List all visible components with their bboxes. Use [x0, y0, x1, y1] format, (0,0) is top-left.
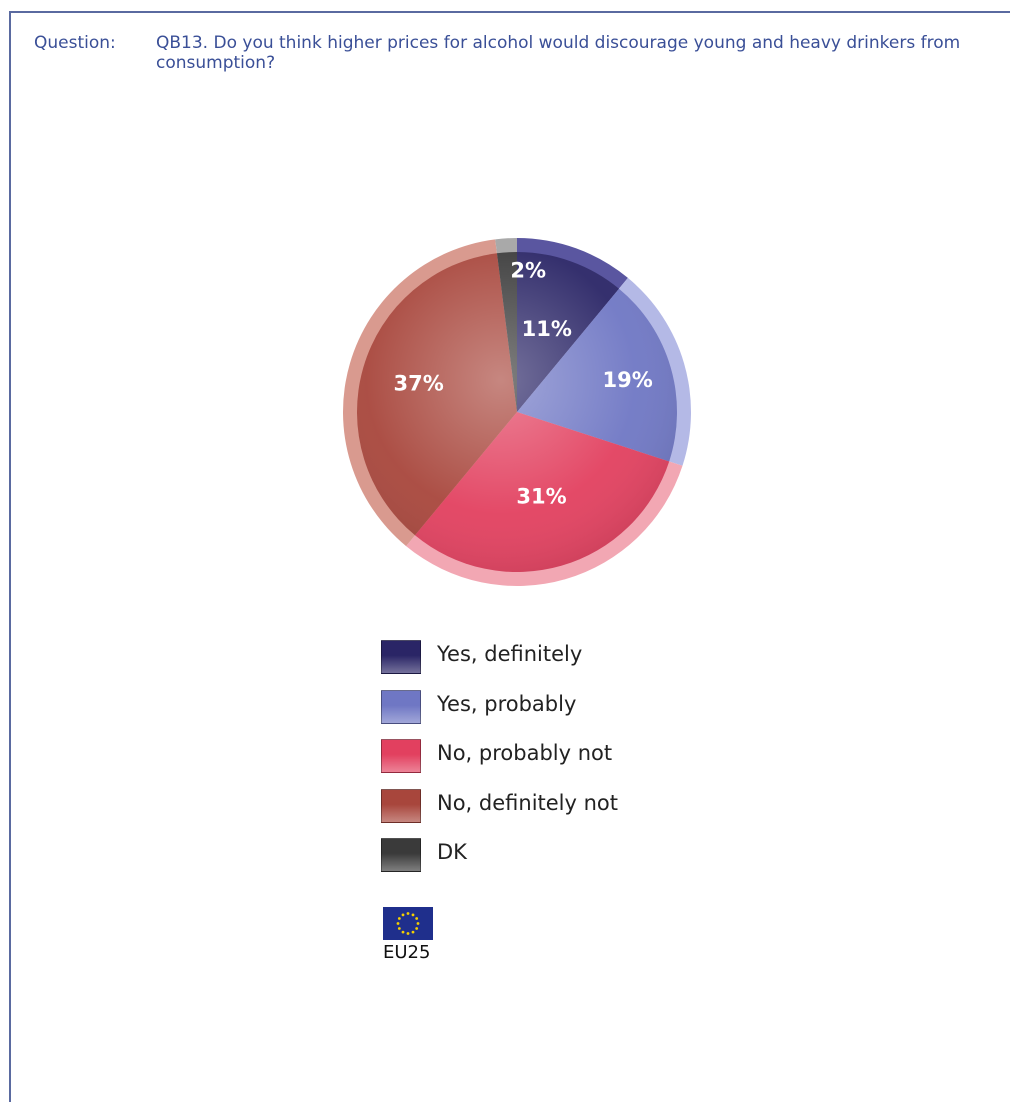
legend-label-no-probably-not: No, probably not	[437, 741, 613, 765]
eu-flag-star	[411, 913, 415, 917]
eu-flag-star	[401, 913, 405, 917]
legend-swatch-no-definitely-not	[381, 788, 421, 823]
region-label: EU25	[383, 942, 431, 963]
legend-swatch-yes-definitely	[381, 640, 421, 674]
eu-flag-star	[416, 922, 420, 925]
legend-label-no-definitely-not: No, definitely not	[437, 790, 619, 815]
legend-swatch-yes-probably	[381, 689, 421, 724]
eu-flag-star	[401, 930, 405, 934]
eu-flag-star	[406, 912, 410, 915]
eu-flag-star	[397, 927, 401, 930]
chart-frame	[9, 11, 1010, 1102]
legend-swatch-dk	[381, 838, 421, 872]
pie-label-yes-definitely: 11%	[522, 317, 572, 341]
pie-slices	[357, 252, 677, 572]
pie-label-yes-probably: 19%	[602, 368, 652, 392]
pie-label-no-probably-not: 31%	[516, 485, 566, 509]
eu-flag-star	[397, 917, 401, 920]
eu-flag-star	[396, 922, 400, 925]
eu-flag-star	[415, 917, 419, 920]
legend-label-yes-definitely: Yes, definitely	[437, 642, 583, 666]
eu-flag-star	[411, 930, 415, 934]
eu-flag-icon	[383, 907, 433, 940]
legend-swatch-no-probably-not	[381, 739, 421, 773]
eu-flag-star	[406, 932, 410, 935]
question-text: QB13. Do you think higher prices for alc…	[156, 33, 961, 73]
eu-flag-star	[415, 927, 419, 930]
pie-labels: 11% 19% 31% 37% 2%	[394, 258, 653, 508]
legend-label-yes-probably: Yes, probably	[437, 691, 577, 716]
pie-label-no-definitely-not: 37%	[394, 371, 444, 395]
legend-label-dk: DK	[437, 840, 467, 864]
pie-label-dk: 2%	[510, 258, 546, 282]
question-label: Question:	[34, 33, 116, 53]
